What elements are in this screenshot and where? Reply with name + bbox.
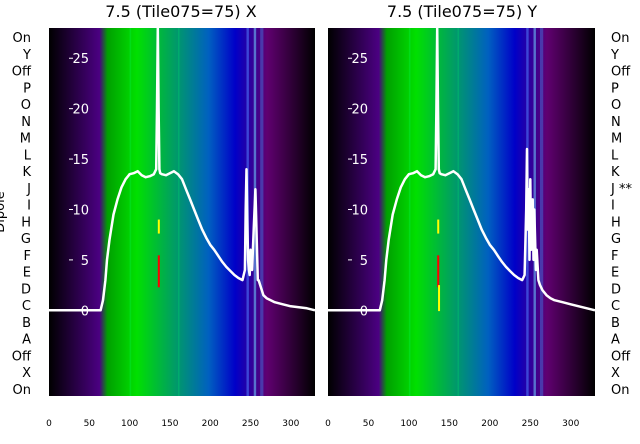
x-tick-label: 50 <box>363 419 375 429</box>
trace-tick-label: 5 <box>360 254 368 269</box>
panel-y-title: 7.5 (Tile075=75) Y <box>387 2 537 21</box>
x-tick-label: 0 <box>46 419 52 429</box>
y-axis-label: Dipole <box>0 191 8 232</box>
trace-tick-label: 15 <box>351 153 368 168</box>
x-tick-label: 0 <box>325 419 331 429</box>
row-label: J ** <box>610 182 632 197</box>
trace-tick-label: 5 <box>81 254 89 269</box>
row-label: G <box>21 232 31 247</box>
channel-band <box>260 28 264 396</box>
channel-band <box>129 28 132 396</box>
row-label: Off <box>12 349 32 364</box>
row-label: L <box>611 148 619 163</box>
row-label: D <box>611 282 621 297</box>
trace-tick-label: 10 <box>351 203 368 218</box>
row-label: M <box>20 132 31 147</box>
panel-x-trace-line <box>49 26 316 312</box>
row-label: Y <box>22 48 31 63</box>
x-tick-label: 50 <box>84 419 96 429</box>
panel-x: 7.5 (Tile075=75) X 0 5 10 15 20 25 0 50 100 150 2… <box>0 2 316 429</box>
row-label: B <box>611 316 620 331</box>
row-label: F <box>24 249 31 264</box>
row-label: On <box>611 31 629 46</box>
trace-tick-label: 20 <box>72 103 89 118</box>
trace-tick-label: 15 <box>72 153 89 168</box>
row-label: Y <box>610 48 619 63</box>
row-label: J <box>26 182 31 197</box>
row-label: X <box>611 366 620 381</box>
row-label: I <box>27 199 31 214</box>
row-label: Off <box>12 65 32 80</box>
row-label: A <box>22 333 31 348</box>
panel-y-spectrum <box>328 28 595 396</box>
trace-tick-label: 0 <box>360 304 368 319</box>
row-label: G <box>611 232 621 247</box>
rfi-mark <box>438 285 441 312</box>
trace-tick-label: 10 <box>72 203 89 218</box>
x-tick-label: 150 <box>161 419 178 429</box>
row-label: E <box>23 266 31 281</box>
x-tick-label: 250 <box>522 419 539 429</box>
x-tick-label: 300 <box>282 419 299 429</box>
panel-y-x-ticks: 0 50 100 150 200 250 300 <box>325 419 579 429</box>
panel-y: 7.5 (Tile075=75) Y 0 5 10 15 20 25 0 50 100 150 2… <box>325 2 632 429</box>
panel-x-spectrum <box>49 28 315 396</box>
rfi-mark <box>157 255 160 288</box>
rfi-mark <box>157 219 160 234</box>
x-tick-label: 250 <box>242 419 259 429</box>
row-label: E <box>611 266 619 281</box>
x-tick-label: 100 <box>121 419 138 429</box>
row-label: C <box>611 299 620 314</box>
row-label: K <box>22 165 31 180</box>
row-label: Off <box>611 65 631 80</box>
panel-x-trace-ticks: 0 5 10 15 20 25 <box>69 52 89 319</box>
rfi-mark <box>437 219 440 234</box>
row-label: On <box>611 383 629 398</box>
row-label: N <box>21 115 31 130</box>
row-label: F <box>611 249 618 264</box>
panel-y-trace-ticks: 0 5 10 15 20 25 <box>348 52 368 319</box>
row-label: B <box>22 316 31 331</box>
row-label: On <box>13 383 31 398</box>
x-tick-label: 200 <box>481 419 498 429</box>
x-tick-label: 100 <box>400 419 417 429</box>
rfi-mark <box>437 255 440 288</box>
x-tick-label: 150 <box>441 419 458 429</box>
row-label: P <box>611 81 619 96</box>
row-label: On <box>13 31 31 46</box>
x-tick-label: 300 <box>562 419 579 429</box>
x-tick-label: 200 <box>202 419 219 429</box>
row-label: Off <box>611 349 631 364</box>
row-label: N <box>611 115 621 130</box>
row-label: I <box>611 199 615 214</box>
row-label: A <box>611 333 620 348</box>
panel-y-trace-line <box>328 26 596 312</box>
trace-tick-label: 25 <box>351 52 368 67</box>
trace-tick-label: 20 <box>351 103 368 118</box>
row-label: O <box>611 98 621 113</box>
row-label: O <box>21 98 31 113</box>
trace-tick-label: 25 <box>72 52 89 67</box>
row-label: X <box>22 366 31 381</box>
row-label: K <box>611 165 620 180</box>
row-label: M <box>611 132 622 147</box>
panel-x-x-ticks: 0 50 100 150 200 250 300 <box>46 419 300 429</box>
panel-x-title: 7.5 (Tile075=75) X <box>105 2 256 21</box>
row-label: H <box>21 215 31 230</box>
row-label: H <box>611 215 621 230</box>
channel-band <box>457 28 460 396</box>
channel-band <box>177 28 180 396</box>
row-label: P <box>23 81 31 96</box>
trace-tick-label: 0 <box>81 304 89 319</box>
row-label: C <box>22 299 31 314</box>
channel-band <box>408 28 411 396</box>
row-label: D <box>21 282 31 297</box>
channel-band <box>539 28 544 396</box>
row-label: L <box>24 148 32 163</box>
